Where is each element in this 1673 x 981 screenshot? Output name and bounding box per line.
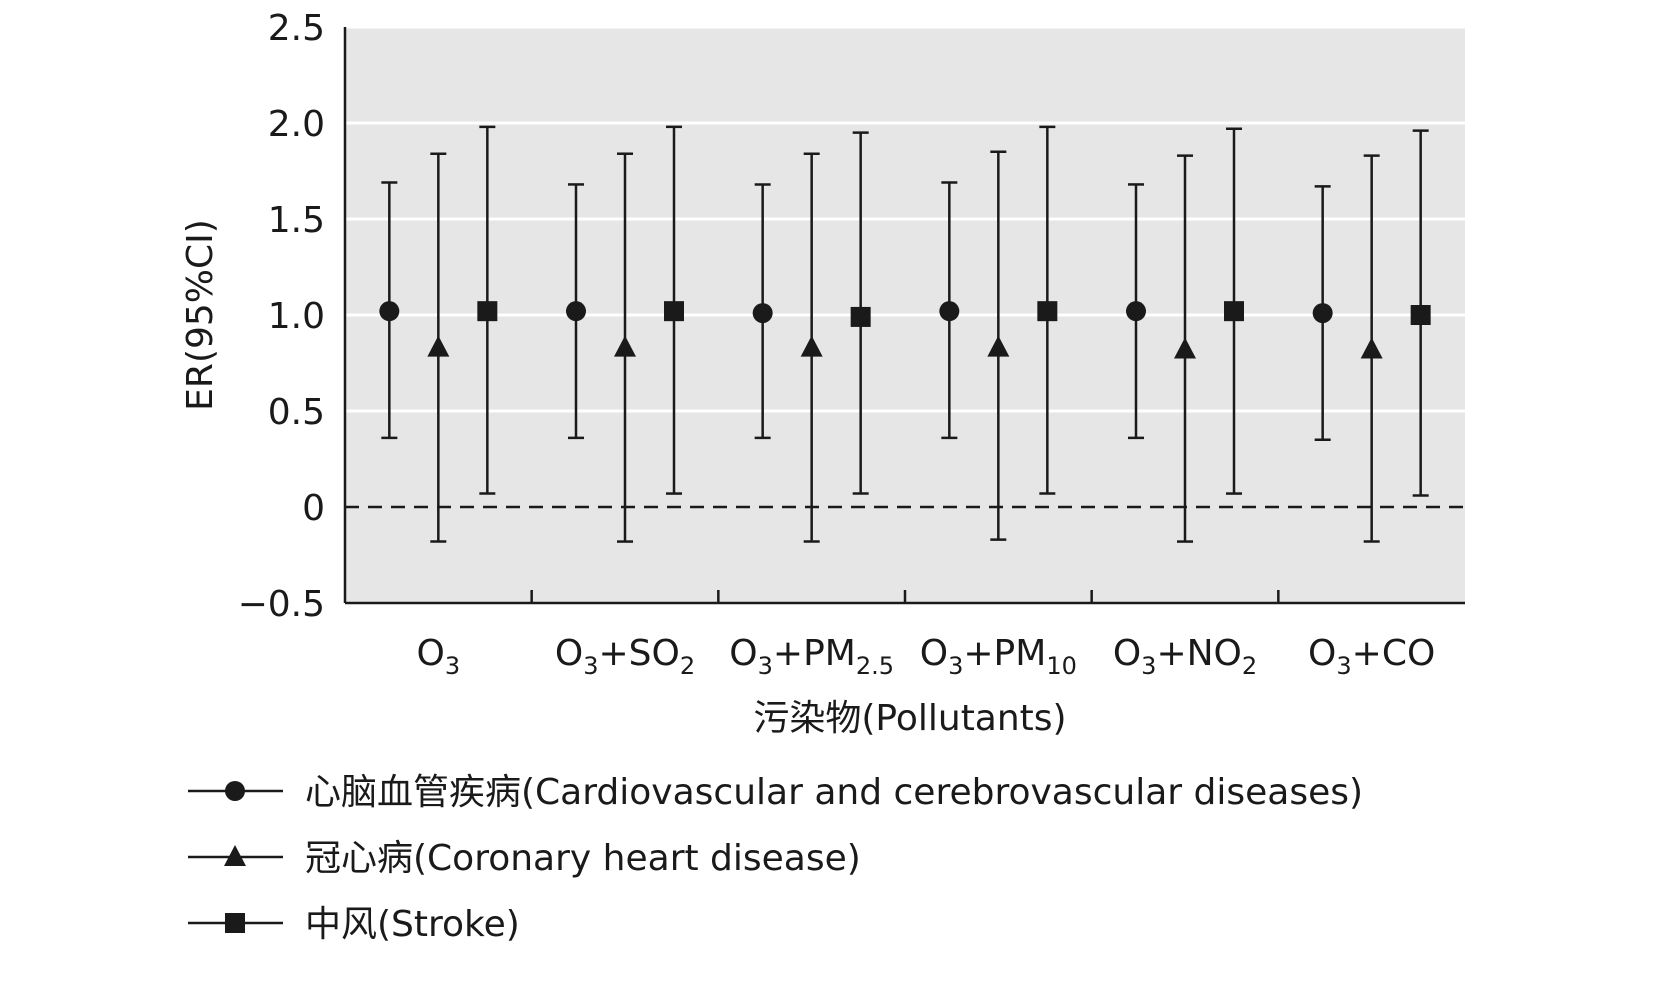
circle-marker bbox=[566, 301, 586, 322]
x-axis-title: 污染物(Pollutants) bbox=[753, 698, 1066, 739]
circle-marker bbox=[752, 303, 773, 324]
square-marker bbox=[1410, 305, 1431, 325]
x-tick-label: O3+SO2 bbox=[555, 633, 695, 680]
y-tick-label: 0 bbox=[302, 488, 325, 529]
triangle-marker bbox=[800, 335, 823, 357]
y-tick-label: 1.5 bbox=[268, 200, 325, 241]
square-marker bbox=[477, 301, 498, 322]
circle-marker bbox=[225, 781, 245, 801]
x-tick-label: O3+CO bbox=[1308, 633, 1435, 680]
triangle-marker bbox=[427, 335, 450, 357]
legend-item: 中风(Stroke) bbox=[188, 904, 520, 945]
x-tick-label: O3+PM2.5 bbox=[729, 633, 894, 680]
square-marker bbox=[1224, 301, 1244, 322]
triangle-marker bbox=[987, 335, 1010, 357]
y-tick-label: 2.5 bbox=[268, 8, 325, 49]
legend-item: 心脑血管疾病(Cardiovascular and cerebrovascula… bbox=[188, 772, 1363, 813]
legend-label: 冠心病(Coronary heart disease) bbox=[305, 838, 861, 879]
y-tick-label: 2.0 bbox=[268, 104, 325, 145]
triangle-marker bbox=[224, 845, 246, 866]
x-tick-labels: O3 O3+SO2 O3+PM2.5 O3+PM10 O3+NO2 O3+CO bbox=[417, 633, 1436, 680]
square-marker bbox=[1037, 301, 1058, 322]
x-tick-label: O3+NO2 bbox=[1113, 633, 1257, 680]
axes bbox=[343, 27, 1465, 605]
x-tick-label: O3 bbox=[417, 633, 461, 680]
triangle-marker bbox=[614, 335, 636, 357]
circle-marker bbox=[1312, 303, 1333, 324]
x-tick-label: O3+PM10 bbox=[920, 633, 1077, 680]
series-square bbox=[477, 125, 1431, 497]
series-circle bbox=[379, 181, 1333, 442]
data-series bbox=[379, 125, 1431, 543]
legend-label: 中风(Stroke) bbox=[305, 904, 520, 945]
series-triangle bbox=[427, 150, 1383, 543]
triangle-marker bbox=[1360, 337, 1383, 359]
legend-label: 心脑血管疾病(Cardiovascular and cerebrovascula… bbox=[305, 772, 1363, 813]
y-tick-label: −0.5 bbox=[238, 584, 325, 625]
triangle-marker bbox=[1174, 337, 1196, 359]
square-marker bbox=[225, 913, 245, 933]
legend: 心脑血管疾病(Cardiovascular and cerebrovascula… bbox=[188, 772, 1363, 945]
y-tick-label: 1.0 bbox=[268, 296, 325, 337]
circle-marker bbox=[379, 301, 400, 322]
y-tick-label: 0.5 bbox=[268, 392, 325, 433]
y-axis-title: ER(95%CI) bbox=[180, 219, 221, 411]
square-marker bbox=[850, 306, 871, 327]
square-marker bbox=[664, 301, 684, 322]
legend-item: 冠心病(Coronary heart disease) bbox=[188, 838, 861, 879]
circle-marker bbox=[939, 301, 960, 322]
y-tick-labels: −0.5 0 0.5 1.0 1.5 2.0 2.5 bbox=[238, 8, 325, 625]
grid-lines bbox=[345, 25, 1465, 413]
circle-marker bbox=[1126, 301, 1146, 322]
